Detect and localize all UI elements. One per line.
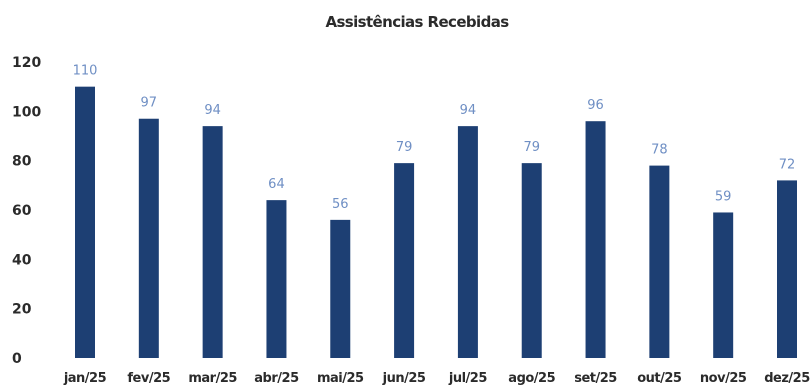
data-label: 72 bbox=[779, 157, 796, 172]
x-tick-label: mar/25 bbox=[188, 371, 237, 386]
bar bbox=[521, 163, 542, 358]
y-tick-label: 40 bbox=[12, 252, 32, 268]
x-tick-label: out/25 bbox=[637, 371, 682, 386]
data-label: 79 bbox=[523, 140, 540, 155]
data-label: 56 bbox=[332, 197, 349, 212]
x-tick-label: ago/25 bbox=[508, 371, 555, 386]
bar bbox=[777, 180, 797, 358]
data-labels: 110 97 94 64 56 79 94 79 96 78 59 72 bbox=[73, 64, 796, 212]
y-tick-label: 100 bbox=[12, 104, 41, 120]
y-tick-label: 20 bbox=[12, 302, 32, 318]
data-label: 64 bbox=[268, 177, 285, 192]
x-tick-label: abr/25 bbox=[254, 371, 299, 386]
data-label: 110 bbox=[73, 64, 98, 79]
data-label: 94 bbox=[204, 103, 221, 118]
data-label: 97 bbox=[141, 96, 158, 111]
bar bbox=[585, 121, 606, 358]
x-tick-label: jan/25 bbox=[63, 371, 107, 386]
y-tick-label: 60 bbox=[12, 203, 32, 219]
bar bbox=[202, 126, 223, 358]
bar-series bbox=[75, 86, 797, 359]
y-tick-label: 120 bbox=[12, 55, 41, 71]
bar bbox=[330, 219, 351, 358]
bar bbox=[75, 86, 95, 359]
data-label: 96 bbox=[587, 98, 604, 113]
data-label: 78 bbox=[651, 143, 668, 158]
bar bbox=[713, 212, 734, 358]
x-tick-label: nov/25 bbox=[700, 371, 747, 386]
x-tick-label: dez/25 bbox=[764, 371, 810, 386]
y-axis: 0 20 40 60 80 100 120 bbox=[12, 55, 41, 367]
data-label: 59 bbox=[715, 189, 732, 204]
data-label: 79 bbox=[396, 140, 413, 155]
x-tick-label: mai/25 bbox=[317, 371, 364, 386]
bar bbox=[649, 165, 670, 358]
x-tick-label: fev/25 bbox=[127, 371, 170, 386]
y-tick-label: 80 bbox=[12, 154, 32, 170]
x-tick-label: jun/25 bbox=[382, 371, 426, 386]
data-label: 94 bbox=[460, 103, 477, 118]
bar bbox=[457, 126, 478, 358]
bar bbox=[394, 163, 415, 358]
y-tick-label: 0 bbox=[12, 351, 22, 367]
chart-title: Assistências Recebidas bbox=[325, 13, 509, 31]
x-axis: jan/25 fev/25 mar/25 abr/25 mai/25 jun/25 jul/… bbox=[63, 371, 811, 386]
bar bbox=[138, 118, 159, 358]
x-tick-label: set/25 bbox=[574, 371, 617, 386]
bar bbox=[266, 200, 287, 358]
x-tick-label: jul/25 bbox=[448, 371, 487, 386]
